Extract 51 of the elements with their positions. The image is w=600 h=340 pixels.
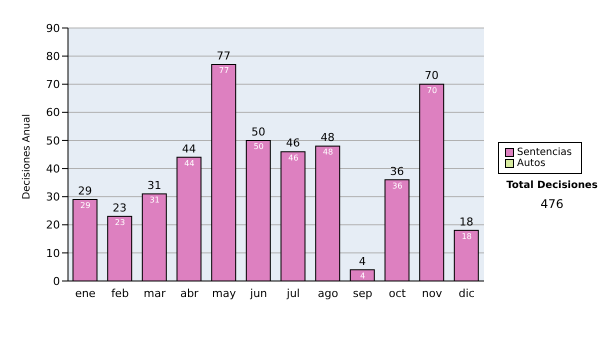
annotation: 18 xyxy=(459,215,474,228)
x-tick-label: ene xyxy=(75,286,96,300)
text: 476 xyxy=(540,197,564,211)
x-tick-label: jul xyxy=(286,286,300,300)
y-axis-title: Decisiones Anual xyxy=(22,114,33,200)
data-label: 46 xyxy=(288,153,298,162)
y-tick-label: 30 xyxy=(46,190,60,204)
annotation: 44 xyxy=(182,142,196,156)
x-tick-label: mar xyxy=(144,286,166,300)
data-label: 31 xyxy=(150,196,160,205)
x-tick-label: abr xyxy=(180,286,199,300)
y-tick-label: 40 xyxy=(46,162,60,176)
data-label: 29 xyxy=(80,201,90,210)
annotation: 23 xyxy=(112,201,127,214)
annotation: 77 xyxy=(216,50,231,63)
y-tick-label: 50 xyxy=(46,134,60,148)
annotation: 29 xyxy=(78,184,92,198)
y-tick-label: 0 xyxy=(53,274,60,288)
data-label: 18 xyxy=(462,232,472,242)
x-tick-label: jun xyxy=(249,286,268,300)
y-tick-label: 10 xyxy=(46,246,60,260)
annotation: 50 xyxy=(251,125,266,138)
x-tick-label: feb xyxy=(111,286,129,300)
legend-label: Sentencias xyxy=(517,147,572,158)
y-tick-label: 80 xyxy=(46,50,60,64)
data-label: 50 xyxy=(254,142,264,152)
data-label: 36 xyxy=(392,181,402,190)
x-tick-label: ago xyxy=(318,286,338,300)
y-tick-label: 60 xyxy=(46,106,60,120)
x-tick-label: sep xyxy=(352,286,372,300)
legend-label: Autos xyxy=(517,158,546,169)
annotation: 48 xyxy=(320,131,335,144)
annotation: 36 xyxy=(390,164,404,178)
annotation: 46 xyxy=(286,136,300,150)
data-label: 23 xyxy=(114,218,126,228)
annotation: 70 xyxy=(424,69,439,82)
y-tick-label: 70 xyxy=(46,78,60,92)
data-label: 77 xyxy=(218,66,230,76)
text: Total Decisiones xyxy=(505,180,599,191)
x-tick-label: dic xyxy=(458,286,475,300)
data-label: 70 xyxy=(426,86,438,95)
annotation: 4 xyxy=(358,254,366,268)
x-tick-label: may xyxy=(212,286,236,300)
y-tick-label: 90 xyxy=(46,22,60,35)
y-tick-label: 20 xyxy=(46,218,60,232)
data-label: 4 xyxy=(360,271,366,280)
data-label: 44 xyxy=(184,158,194,168)
x-tick-label: nov xyxy=(422,286,443,300)
annotation: 31 xyxy=(147,178,162,192)
data-label: 48 xyxy=(322,148,334,157)
x-tick-label: oct xyxy=(388,286,407,300)
